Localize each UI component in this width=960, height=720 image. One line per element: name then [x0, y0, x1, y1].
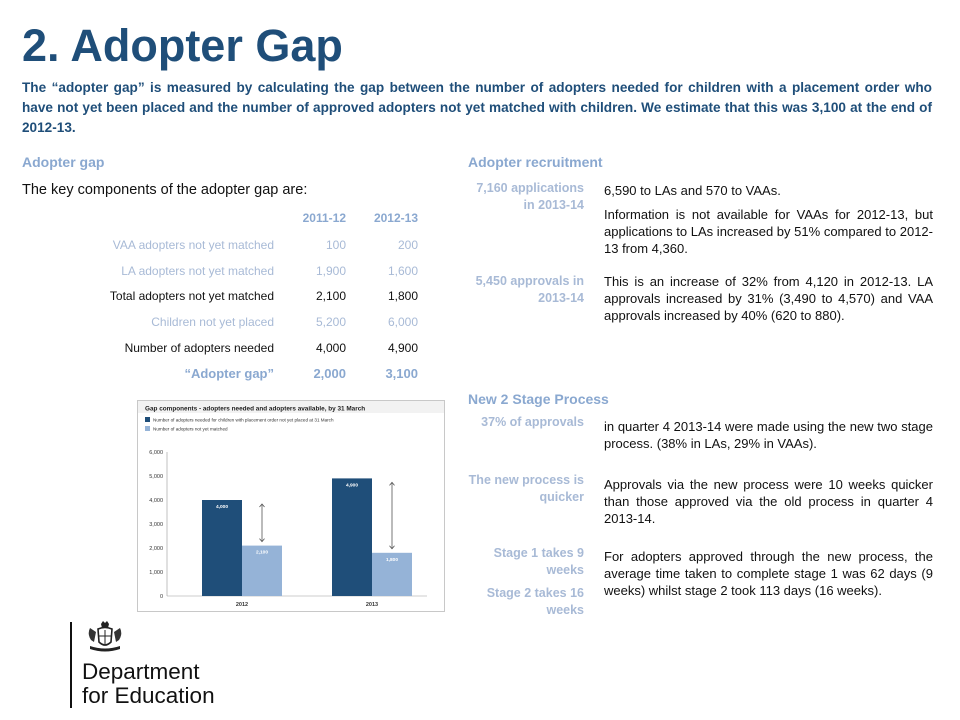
row-value-2012-13: 1,600: [387, 263, 418, 278]
bar: [332, 478, 372, 596]
adopter-recruitment-heading: Adopter recruitment: [468, 154, 603, 170]
table-row: Children not yet placed 5,200 6,000: [80, 309, 424, 335]
logo-divider: [70, 622, 72, 708]
process-value: Approvals via the new process were 10 we…: [604, 477, 933, 526]
legend-swatch: [145, 426, 150, 431]
logo-line-2: for Education: [82, 683, 215, 708]
y-tick-label: 0: [160, 594, 163, 600]
process-value: For adopters approved through the new pr…: [604, 549, 933, 598]
row-label: “Adopter gap”: [184, 366, 274, 382]
row-value-2011-12: 2,000: [313, 366, 346, 382]
adopter-gap-heading: Adopter gap: [22, 154, 105, 170]
table-row: Number of adopters needed 4,000 4,900: [80, 335, 424, 361]
department-for-education-logo: Department for Education: [70, 620, 220, 712]
bar: [242, 545, 282, 596]
y-tick-label: 5,000: [149, 474, 163, 480]
y-tick-label: 6,000: [149, 450, 163, 456]
process-key: Stage 1 takes 9 weeks: [493, 546, 584, 577]
gap-arrow-head: [259, 538, 265, 543]
intro-paragraph: The “adopter gap” is measured by calcula…: [22, 80, 932, 135]
row-value-2012-13: 4,900: [387, 341, 418, 356]
y-tick-label: 1,000: [149, 570, 163, 576]
legend-label: Number of adopters needed for children w…: [153, 418, 334, 423]
bar: [202, 500, 242, 596]
table-row: Total adopters not yet matched 2,100 1,8…: [80, 284, 424, 310]
gap-arrow-head: [389, 545, 395, 550]
row-value-2011-12: 100: [325, 237, 346, 252]
row-value-2012-13: 6,000: [387, 315, 418, 330]
chart-title-band: [138, 401, 444, 413]
bar-data-label: 4,900: [346, 482, 358, 488]
row-label: Total adopters not yet matched: [109, 289, 274, 304]
table-row: LA adopters not yet matched 1,900 1,600: [80, 258, 424, 284]
chart-title: Gap components - adopters needed and ado…: [145, 406, 365, 413]
table-lead-text: The key components of the adopter gap ar…: [22, 182, 308, 198]
x-tick-label: 2013: [366, 602, 378, 608]
x-tick-label: 2012: [236, 602, 248, 608]
process-key: 37% of approvals: [481, 415, 584, 429]
row-value-2011-12: 1,900: [315, 263, 346, 278]
y-tick-label: 4,000: [149, 498, 163, 504]
recruitment-value: This is an increase of 32% from 4,120 in…: [604, 274, 933, 323]
row-value-2012-13: 200: [397, 237, 418, 252]
y-tick-label: 3,000: [149, 522, 163, 528]
process-key: The new process is quicker: [468, 473, 584, 504]
gap-arrow-head: [389, 481, 395, 486]
row-value-2012-13: 3,100: [385, 366, 418, 382]
recruitment-key: 5,450 approvals in 2013-14: [475, 274, 584, 305]
bar: [372, 552, 412, 596]
row-value-2011-12: 2,100: [315, 289, 346, 304]
gap-components-chart: Gap components - adopters needed and ado…: [137, 400, 445, 612]
table-header-blank: [80, 204, 280, 232]
legend-label: Number of adopters not yet matched: [153, 427, 228, 432]
adopter-gap-table: 2011-12 2012-13 VAA adopters not yet mat…: [80, 204, 424, 387]
table-row-adopter-gap: “Adopter gap” 2,000 3,100: [80, 361, 424, 387]
bar-data-label: 1,800: [386, 557, 398, 563]
y-tick-label: 2,000: [149, 546, 163, 552]
recruitment-key: 7,160 applications in 2013-14: [476, 181, 584, 212]
row-value-2012-13: 1,800: [387, 289, 418, 304]
row-label: VAA adopters not yet matched: [112, 237, 274, 252]
table-row: VAA adopters not yet matched 100 200: [80, 232, 424, 258]
process-value: in quarter 4 2013-14 were made using the…: [604, 419, 933, 451]
table-header-2012-13: 2012-13: [373, 211, 418, 225]
bar-data-label: 4,000: [216, 504, 228, 510]
new-process-heading: New 2 Stage Process: [468, 391, 609, 407]
table-header-row: 2011-12 2012-13: [80, 204, 424, 232]
row-value-2011-12: 5,200: [315, 315, 346, 330]
process-key: Stage 2 takes 16 weeks: [486, 586, 584, 617]
recruitment-value: 6,590 to LAs and 570 to VAAs.: [604, 183, 781, 198]
logo-line-1: Department: [82, 659, 200, 684]
table-header-2011-12: 2011-12: [302, 211, 346, 225]
page-title: 2. Adopter Gap: [22, 20, 343, 71]
row-value-2011-12: 4,000: [315, 341, 346, 356]
recruitment-value: Information is not available for VAAs fo…: [604, 207, 933, 256]
royal-crest-icon: [88, 621, 122, 652]
row-label: Children not yet placed: [151, 315, 274, 330]
gap-arrow-head: [259, 503, 265, 508]
logo-text: Department for Education: [82, 660, 215, 708]
legend-swatch: [145, 417, 150, 422]
row-label: Number of adopters needed: [124, 341, 274, 356]
bar-data-label: 2,100: [256, 550, 268, 556]
row-label: LA adopters not yet matched: [121, 263, 274, 278]
